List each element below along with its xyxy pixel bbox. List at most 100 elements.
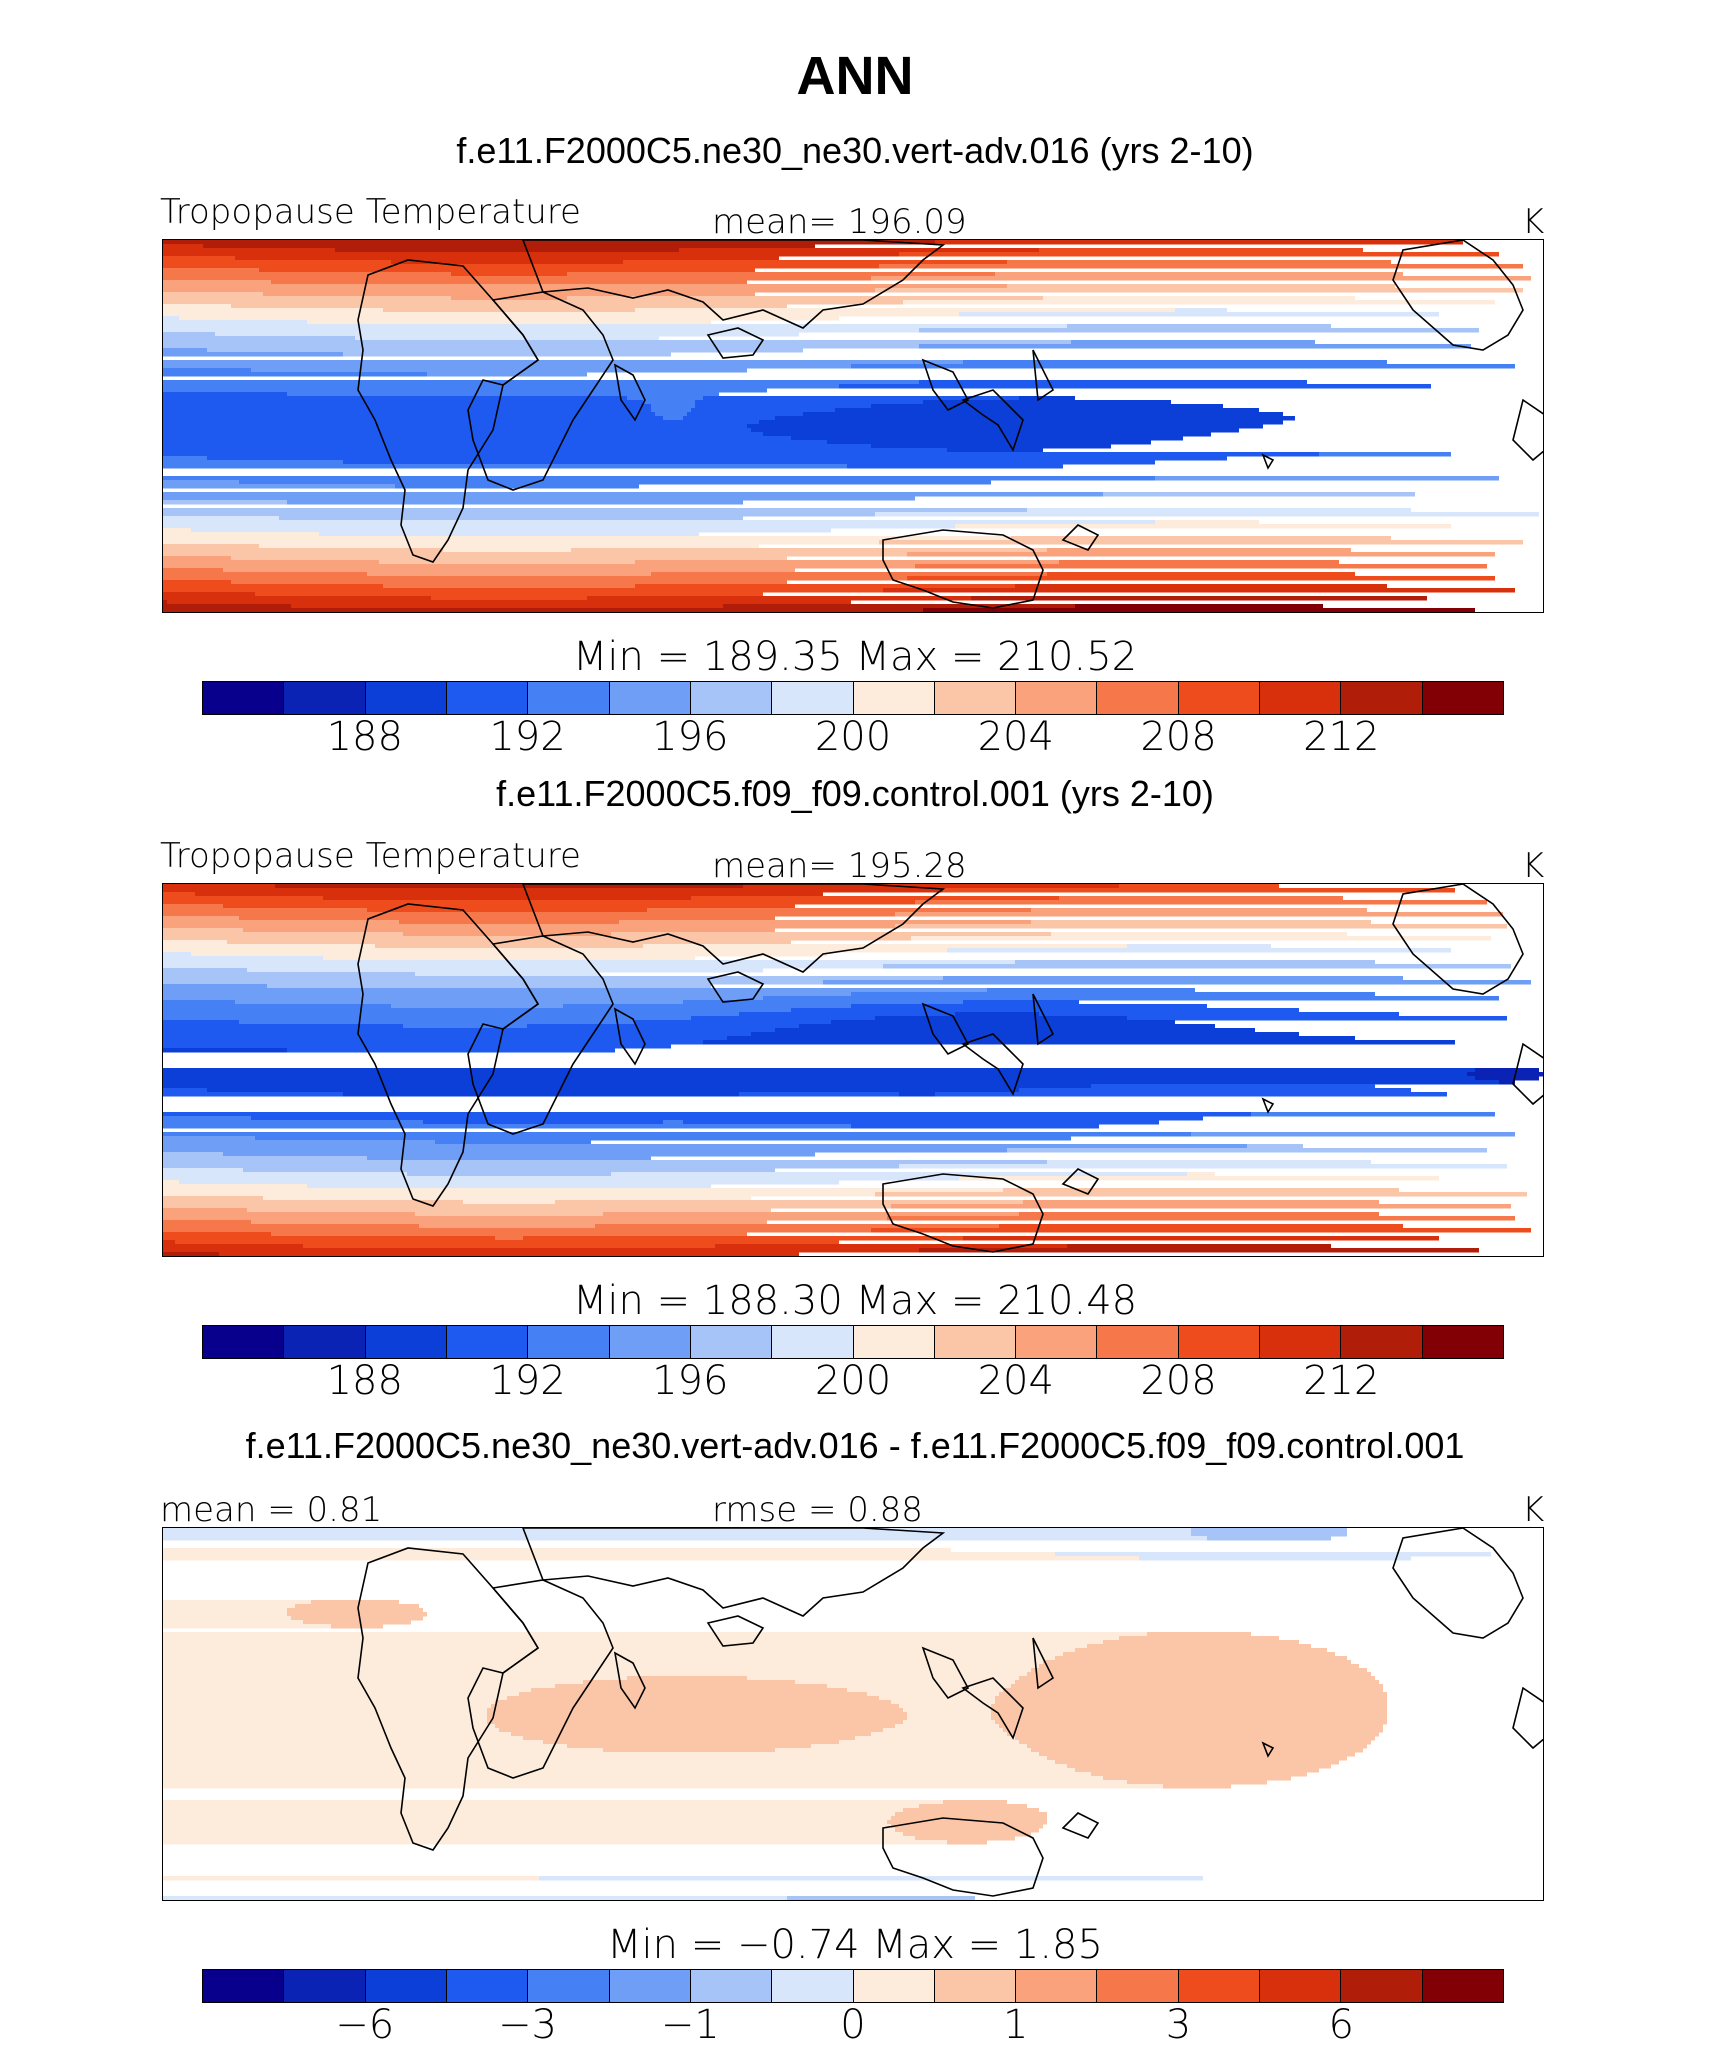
contour-cell (235, 256, 779, 261)
coastline-path (613, 363, 646, 422)
contour-cell (163, 1536, 1207, 1541)
contour-cell (1075, 604, 1323, 609)
contour-cell (163, 976, 943, 981)
contour-cell (163, 396, 627, 401)
contour-cell (747, 1676, 1019, 1681)
contour-cell (495, 1236, 523, 1241)
contour-cell (367, 908, 647, 913)
colorbar-tick-label: 1 (1003, 2002, 1029, 2048)
contour-cell (163, 1180, 179, 1185)
contour-cell (1127, 944, 1271, 949)
contour-cell (415, 972, 599, 977)
contour-cell (903, 1808, 1039, 1813)
contour-cell (163, 580, 231, 585)
contour-cell (1119, 1636, 1279, 1641)
contour-cell (635, 1020, 831, 1025)
colorbar-swatch (1260, 1326, 1342, 1358)
contour-cell (891, 1824, 1043, 1829)
contour-cell (163, 1704, 491, 1709)
contour-cell (603, 1748, 775, 1753)
contour-cell (651, 572, 1047, 577)
contour-cell (163, 568, 223, 573)
contour-cell (1127, 1016, 1507, 1021)
contour-cell (163, 1640, 1103, 1645)
map-panel-3 (162, 1527, 1544, 1901)
contour-cell (223, 904, 795, 909)
contour-cell (163, 240, 935, 245)
contour-cell (239, 916, 775, 921)
contour-cell (903, 1708, 991, 1713)
contour-cell (343, 460, 1155, 465)
colorbar-swatch (690, 1326, 773, 1358)
colorbar-swatch (609, 1970, 691, 2002)
coastline-path (1512, 398, 1543, 462)
colorbar-1 (202, 681, 1504, 715)
colorbar-tick-label: 196 (652, 714, 729, 760)
contour-cell (1075, 1768, 1319, 1773)
contour-cell (163, 932, 403, 937)
contour-cell (1039, 1012, 1399, 1017)
coastlines (357, 884, 1543, 1253)
coastlines (357, 1528, 1543, 1897)
coastline-path (1392, 240, 1524, 351)
contour-cell (655, 412, 687, 417)
contour-cell (871, 1228, 1531, 1233)
colorbar-tick-label: 3 (1165, 2002, 1192, 2048)
contour-cell (163, 292, 263, 297)
contour-cell (1027, 1744, 1367, 1749)
contour-cell (163, 260, 391, 265)
contour-cell (1015, 584, 1387, 589)
contour-cell (163, 336, 355, 341)
contour-cell (287, 500, 743, 505)
contour-cell (1247, 1144, 1303, 1149)
contour-cell (179, 1180, 839, 1185)
contour-cell (291, 1616, 423, 1621)
contour-cell (567, 296, 1043, 301)
colorbar-tick-label: 188 (326, 714, 403, 760)
coastline-path (1032, 1637, 1055, 1690)
contour-cell (963, 360, 1387, 365)
contour-cell (1475, 1076, 1539, 1081)
contour-cell (683, 416, 775, 421)
contour-cell (727, 1036, 1355, 1041)
contour-cell (235, 1000, 683, 1005)
coastline-path (1061, 524, 1100, 551)
contour-cell (163, 1836, 915, 1841)
contour-cell (163, 612, 211, 613)
coastline-path (613, 1007, 646, 1066)
contour-cell (243, 928, 775, 933)
contour-cell (343, 352, 671, 357)
contour-cell (163, 288, 875, 293)
contour-cell (871, 404, 1223, 409)
contour-cell (163, 544, 259, 549)
contour-cell (163, 1620, 303, 1625)
contour-cell (1015, 1680, 1379, 1685)
contour-cell (1015, 960, 1375, 965)
contour-cell (1175, 308, 1227, 313)
contour-cell (747, 424, 1263, 429)
contour-cell (163, 296, 451, 301)
units-label-2: K (1522, 846, 1545, 886)
contour-cell (331, 1624, 383, 1629)
contour-cell (319, 532, 699, 537)
contour-cell (163, 988, 987, 993)
contour-cell (163, 420, 759, 425)
contour-cell (519, 1692, 867, 1697)
contour-cell (163, 480, 239, 485)
contour-cell (1055, 1656, 1347, 1661)
colorbar-tick-label: −3 (498, 2002, 557, 2048)
contour-cell (163, 600, 167, 605)
contour-cell (915, 564, 1487, 569)
mean-label-2: mean= 195.28 (712, 846, 967, 886)
contour-cell (163, 1212, 415, 1217)
contour-cell (759, 420, 1283, 425)
contour-cell (163, 1252, 219, 1256)
contour-cell (163, 460, 343, 465)
contour-cell (163, 432, 763, 437)
contour-cell (907, 552, 1495, 557)
contour-cell (163, 320, 307, 325)
contour-cell (163, 1172, 407, 1177)
contour-cell (163, 1684, 555, 1689)
contour-cell (163, 992, 851, 997)
contour-cell (919, 328, 1479, 333)
